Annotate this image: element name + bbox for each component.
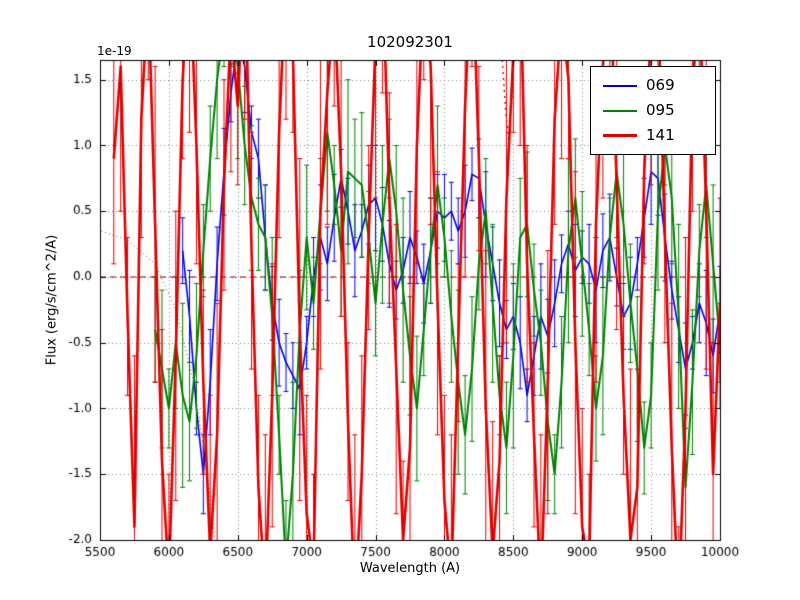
x-axis-label: Wavelength (A) xyxy=(359,561,461,576)
legend: 069 095 141 xyxy=(590,66,716,155)
y-axis-label: Flux (erg/s/cm^2/A) xyxy=(44,234,60,366)
legend-label-141: 141 xyxy=(646,126,675,144)
legend-line-095 xyxy=(603,109,637,112)
legend-line-069 xyxy=(603,84,637,87)
y-axis-offset-label: 1e-19 xyxy=(97,44,132,58)
legend-entry-095: 095 xyxy=(591,98,715,123)
legend-entry-141: 141 xyxy=(591,123,715,148)
legend-label-069: 069 xyxy=(646,76,675,94)
chart-title: 102092301 xyxy=(367,33,453,51)
legend-line-141 xyxy=(603,134,637,137)
legend-label-095: 095 xyxy=(646,101,675,119)
legend-entry-069: 069 xyxy=(591,73,715,98)
